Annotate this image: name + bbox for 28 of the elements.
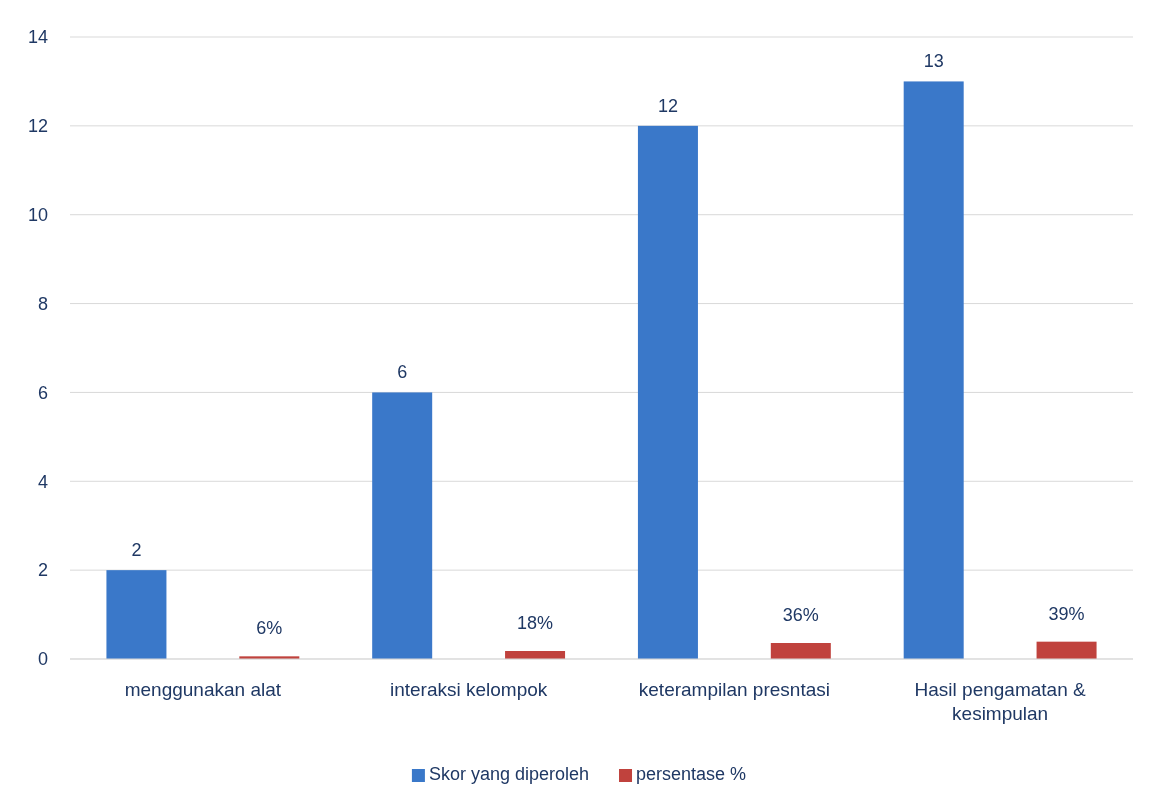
y-tick-label: 2 <box>37 560 48 581</box>
bar <box>770 643 831 659</box>
bar <box>637 125 698 659</box>
y-tick-label: 12 <box>27 116 48 137</box>
bar <box>1036 641 1097 659</box>
data-label: 6% <box>256 618 283 639</box>
data-label: 2 <box>131 540 142 561</box>
bar <box>903 81 964 659</box>
x-tick-label: keterampilan presntasi <box>638 679 830 701</box>
y-tick-label: 6 <box>37 382 48 403</box>
y-tick-label: 0 <box>37 649 48 670</box>
legend-label: persentase % <box>636 764 747 784</box>
bar <box>372 392 433 659</box>
x-tick-label: menggunakan alat <box>124 679 282 701</box>
x-tick-label: interaksi kelompok <box>389 679 548 701</box>
y-tick-label: 8 <box>37 293 48 314</box>
data-label: 6 <box>397 362 408 383</box>
legend-label: Skor yang diperoleh <box>428 764 590 784</box>
bar <box>106 570 167 659</box>
data-label: 13 <box>923 51 944 72</box>
data-label: 18% <box>517 613 554 633</box>
x-tick-label: Hasil pengamatan & kesimpulan <box>914 679 1086 725</box>
y-tick-label: 14 <box>27 27 48 48</box>
y-tick-label: 4 <box>37 471 48 492</box>
data-label: 36% <box>782 605 819 626</box>
data-label: 12 <box>657 95 678 116</box>
data-label: 39% <box>1048 603 1085 624</box>
y-tick-label: 10 <box>27 204 48 225</box>
